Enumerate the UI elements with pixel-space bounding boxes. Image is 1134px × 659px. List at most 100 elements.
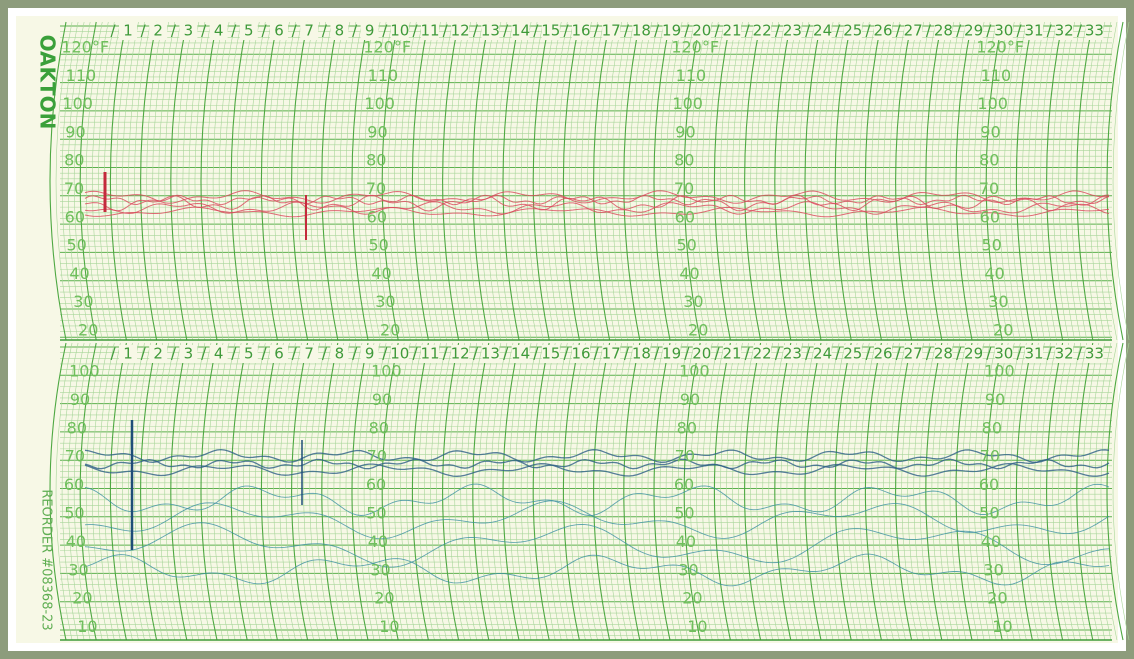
day-label: 15	[541, 22, 560, 40]
scale-label: 100	[364, 94, 395, 113]
scale-label: 110	[368, 66, 399, 85]
day-label: 3	[184, 22, 194, 40]
scale-label: 30	[375, 292, 395, 311]
day-label: 29	[964, 345, 983, 363]
scale-label: 110	[676, 66, 707, 85]
scale-label: 120°F	[671, 38, 719, 57]
day-label: 24	[813, 345, 832, 363]
day-label: 6	[274, 22, 284, 40]
day-label: 16	[571, 22, 590, 40]
day-label: 19	[662, 345, 681, 363]
day-label: 2	[153, 345, 163, 363]
day-label: 1	[123, 22, 133, 40]
day-label: 24	[813, 22, 832, 40]
scale-label: 60	[675, 207, 695, 226]
chart-paper: 1/2/3/4/5/6/7/8/9/10/11/12/13/14/15/16/1…	[0, 0, 1134, 659]
scale-label: 70	[980, 447, 1000, 466]
scale-label: 80	[982, 418, 1002, 437]
day-label: 5	[244, 22, 254, 40]
scale-label: 30	[370, 560, 390, 579]
day-label: 16	[571, 345, 590, 363]
scale-label: 20	[993, 321, 1013, 340]
day-label: 22	[753, 22, 772, 40]
day-label: 7	[304, 345, 314, 363]
day-label: 25	[843, 345, 862, 363]
scale-label: 100	[62, 94, 93, 113]
day-label: 13	[481, 22, 500, 40]
day-label: 20	[692, 345, 711, 363]
day-label: 32	[1055, 345, 1074, 363]
scale-label: 110	[66, 66, 97, 85]
day-label: 2	[153, 22, 163, 40]
day-label: 28	[934, 22, 953, 40]
scale-label: 120°F	[61, 38, 109, 57]
scale-label: 50	[369, 236, 389, 255]
scale-label: 80	[674, 151, 694, 170]
scale-label: 110	[981, 66, 1012, 85]
scale-label: 90	[367, 122, 387, 141]
scale-label: 20	[987, 589, 1007, 608]
scale-label: 40	[984, 264, 1004, 283]
scale-label: 30	[983, 560, 1003, 579]
scale-label: 100	[371, 362, 402, 381]
scale-label: 20	[72, 589, 92, 608]
day-label: 28	[934, 345, 953, 363]
scale-label: 70	[979, 179, 999, 198]
scale-label: 80	[677, 418, 697, 437]
scale-label: 100	[984, 362, 1015, 381]
scale-label: 100	[69, 362, 100, 381]
scale-label: 20	[78, 321, 98, 340]
day-label: 13	[481, 345, 500, 363]
scale-label: 60	[979, 475, 999, 494]
scale-label: 90	[372, 390, 392, 409]
day-label: 21	[722, 22, 741, 40]
day-label: 18	[632, 22, 651, 40]
day-label: 21	[722, 345, 741, 363]
scale-label: 80	[979, 151, 999, 170]
scale-label: 20	[688, 321, 708, 340]
scale-label: 70	[366, 179, 386, 198]
scale-label: 50	[64, 504, 84, 523]
scale-label: 60	[674, 475, 694, 494]
scale-label: 100	[679, 362, 710, 381]
day-label: 14	[511, 22, 530, 40]
scale-label: 60	[367, 207, 387, 226]
day-label: 17	[602, 22, 621, 40]
scale-label: 90	[65, 122, 85, 141]
scale-label: 10	[379, 617, 399, 636]
day-label: 22	[753, 345, 772, 363]
scale-label: 90	[980, 122, 1000, 141]
day-label: 17	[602, 345, 621, 363]
scale-label: 40	[66, 532, 86, 551]
scale-label: 80	[64, 151, 84, 170]
scale-label: 40	[69, 264, 89, 283]
day-label: 12	[451, 345, 470, 363]
scale-label: 60	[65, 207, 85, 226]
scale-label: 10	[77, 617, 97, 636]
scale-label: 80	[366, 151, 386, 170]
scale-label: 20	[380, 321, 400, 340]
day-label: 33	[1085, 22, 1104, 40]
scale-label: 70	[64, 179, 84, 198]
day-label: 11	[420, 22, 439, 40]
day-label: 3	[184, 345, 194, 363]
scale-label: 10	[992, 617, 1012, 636]
day-label: 26	[873, 22, 892, 40]
scale-label: 120°F	[363, 38, 411, 57]
scale-label: 120°F	[976, 38, 1024, 57]
day-label: 8	[335, 22, 345, 40]
day-label: 10	[390, 345, 409, 363]
scale-label: 40	[368, 532, 388, 551]
day-label: 9	[365, 345, 375, 363]
scale-label: 80	[67, 418, 87, 437]
scale-label: 60	[366, 475, 386, 494]
scale-label: 50	[982, 236, 1002, 255]
scale-label: 60	[980, 207, 1000, 226]
scale-label: 90	[675, 122, 695, 141]
scale-label: 40	[371, 264, 391, 283]
scale-label: 50	[366, 504, 386, 523]
scale-label: 30	[678, 560, 698, 579]
scale-label: 50	[67, 236, 87, 255]
scale-label: 50	[674, 504, 694, 523]
scale-label: 20	[682, 589, 702, 608]
